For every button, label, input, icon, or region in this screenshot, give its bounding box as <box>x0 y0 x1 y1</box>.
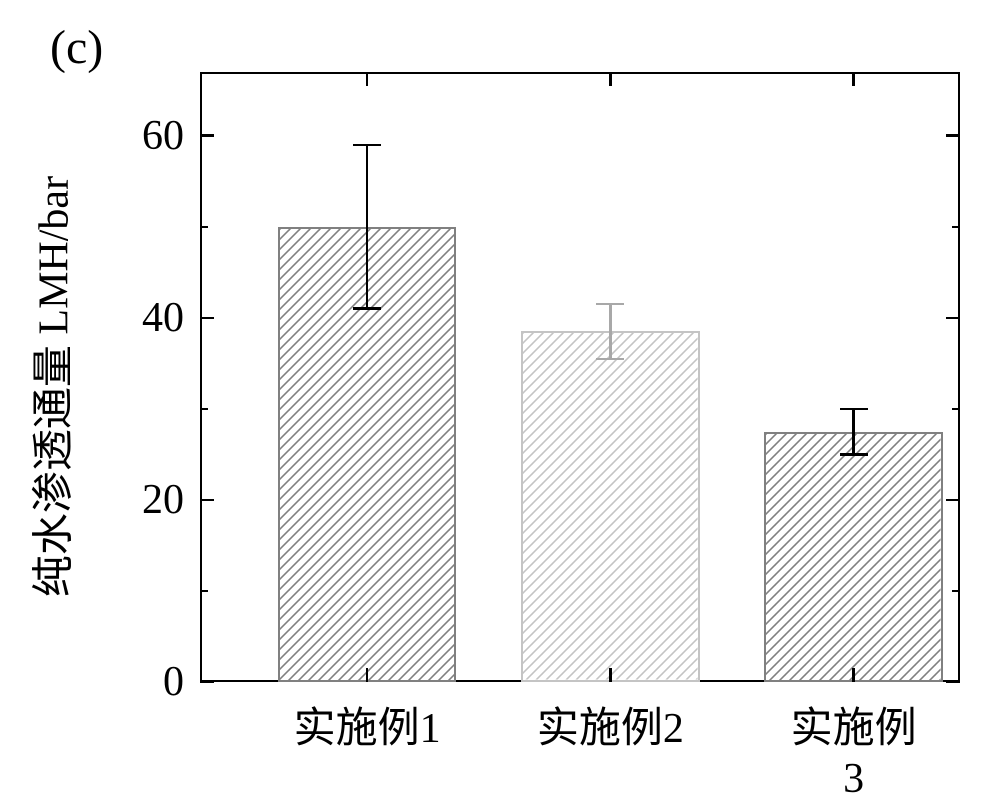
y-tick <box>200 499 214 502</box>
y-tick <box>200 681 214 684</box>
y-minor-tick <box>952 226 960 229</box>
x-tick <box>366 668 369 682</box>
y-tick-label: 20 <box>142 476 184 524</box>
y-minor-tick <box>200 408 208 411</box>
x-tick <box>366 72 369 86</box>
panel-label: (c) <box>50 20 103 75</box>
y-minor-tick <box>952 590 960 593</box>
x-tick <box>609 668 612 682</box>
y-minor-tick <box>200 590 208 593</box>
y-minor-tick <box>200 226 208 229</box>
bar <box>521 331 700 682</box>
x-tick-label: 实施例3 <box>780 694 926 803</box>
y-tick-label: 60 <box>142 112 184 160</box>
error-cap <box>596 303 624 306</box>
y-tick <box>946 681 960 684</box>
x-tick-label: 实施例2 <box>537 694 684 755</box>
error-bar <box>609 304 612 359</box>
error-bar <box>366 145 369 309</box>
x-tick <box>609 72 612 86</box>
figure-container: (c) 纯水渗透通量 LMH/bar 0204060 实施例1 实施例2 实施例… <box>0 0 1000 798</box>
y-axis-label: 纯水渗透通量 LMH/bar <box>20 167 81 607</box>
error-cap <box>596 358 624 361</box>
error-cap <box>353 144 381 147</box>
x-tick <box>852 668 855 682</box>
error-cap <box>840 408 868 411</box>
error-cap <box>840 453 868 456</box>
y-tick <box>946 317 960 320</box>
y-tick-label: 40 <box>142 294 184 342</box>
error-bar <box>852 409 855 455</box>
y-tick <box>200 134 214 137</box>
y-tick <box>200 317 214 320</box>
y-tick-label: 0 <box>163 658 184 706</box>
y-minor-tick <box>952 408 960 411</box>
error-cap <box>353 307 381 310</box>
y-tick <box>946 499 960 502</box>
y-tick <box>946 134 960 137</box>
x-tick-label: 实施例1 <box>294 694 441 755</box>
bar <box>764 432 943 682</box>
x-tick <box>852 72 855 86</box>
